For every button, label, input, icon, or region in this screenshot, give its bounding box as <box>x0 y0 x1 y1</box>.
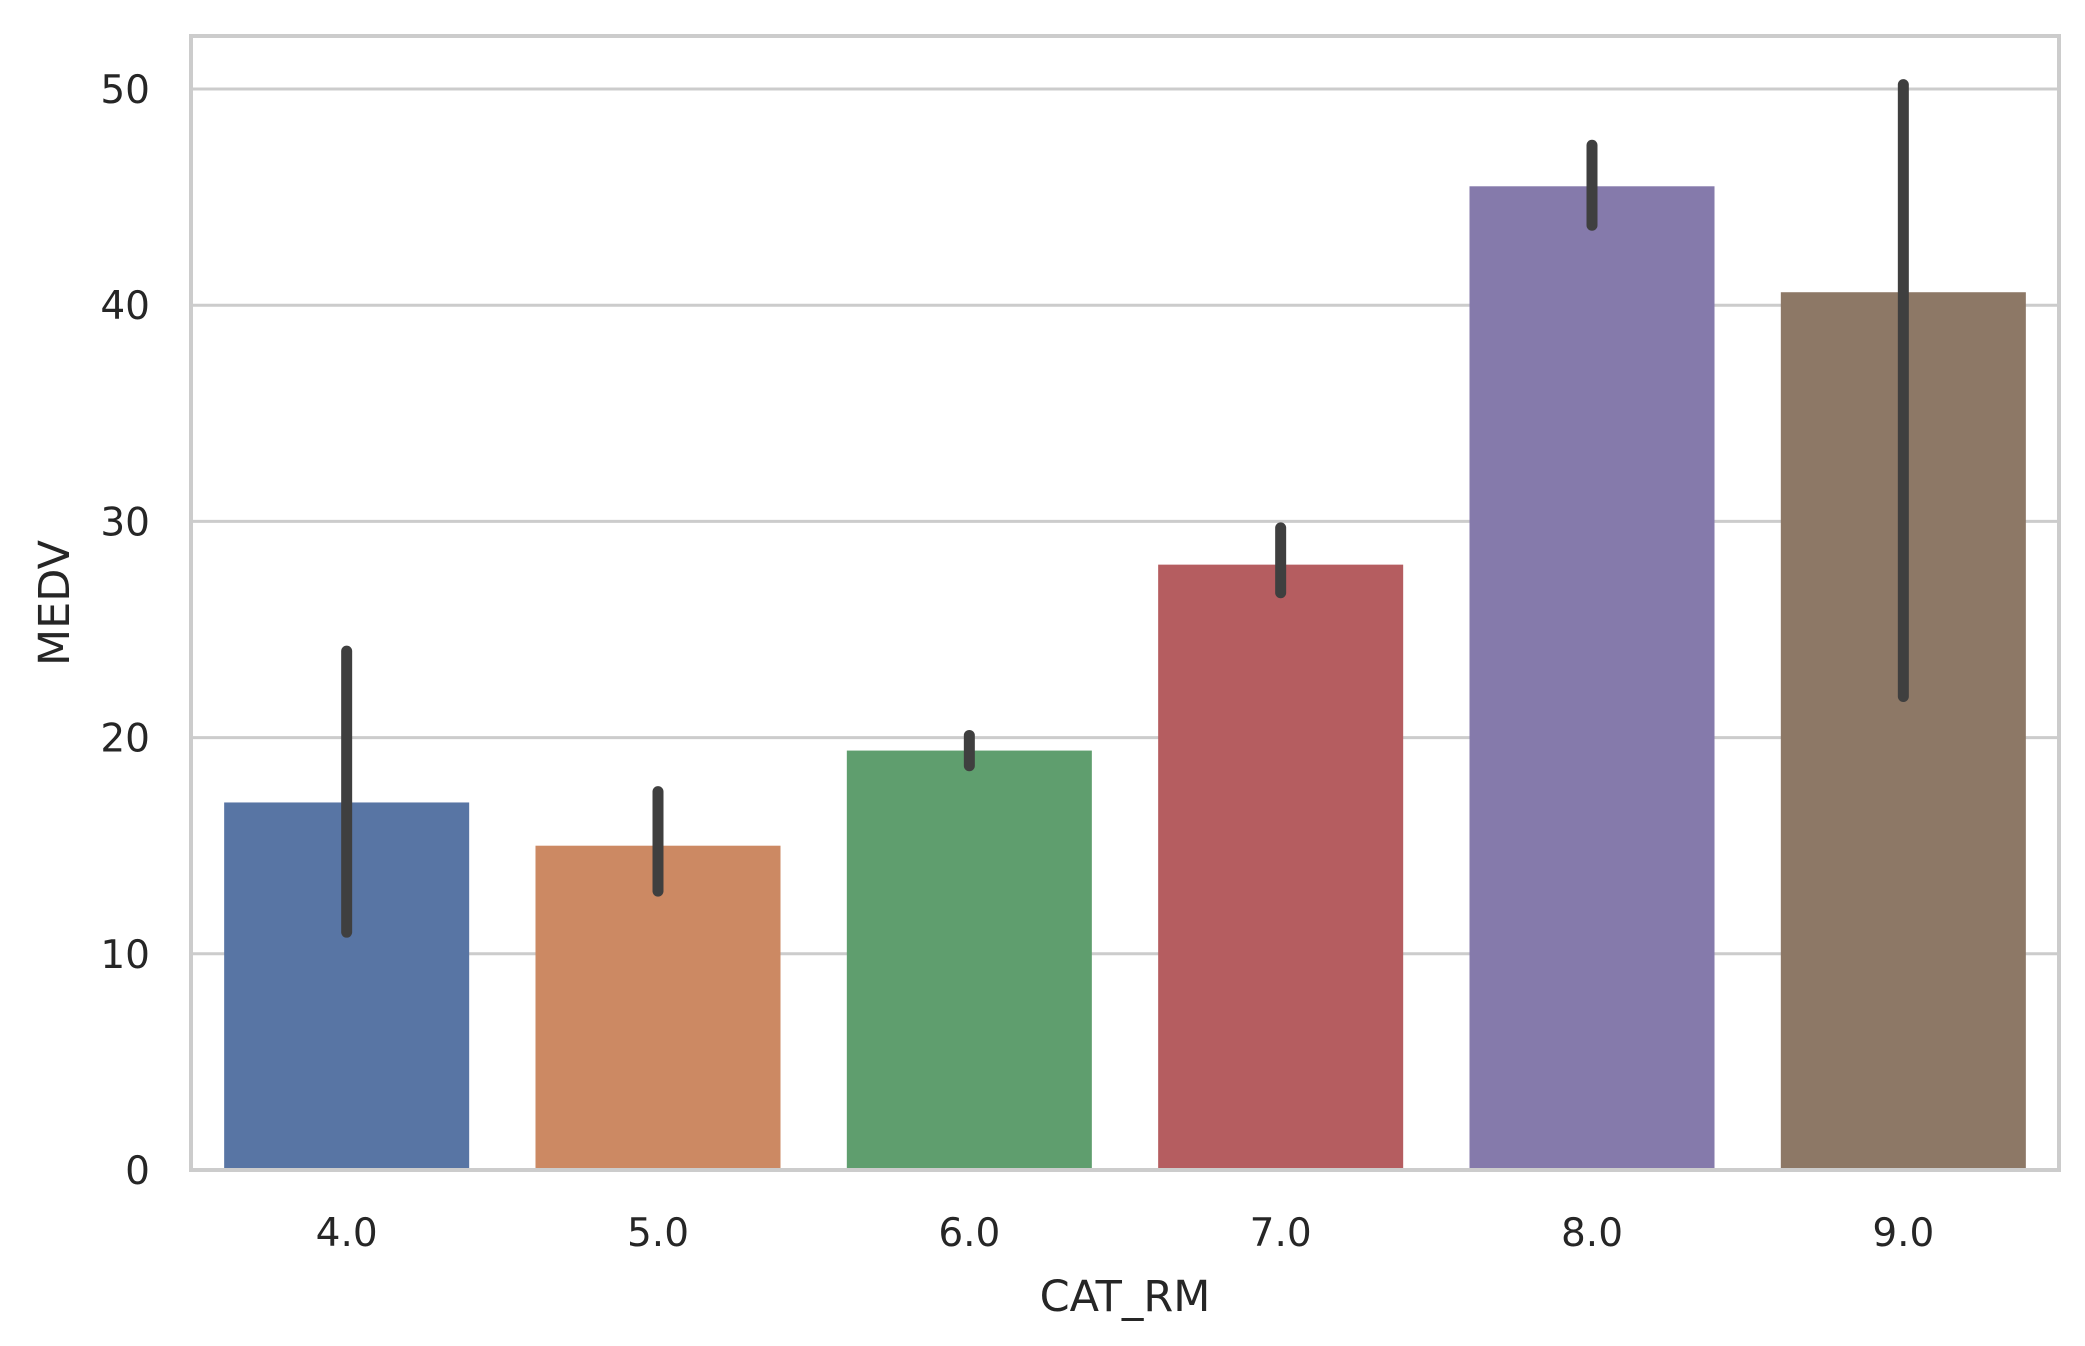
plot-frame <box>189 34 2061 1172</box>
bar-6.0 <box>846 750 1092 1170</box>
x-tick-labels: 4.0 5.0 6.0 7.0 8.0 9.0 <box>316 1211 1935 1256</box>
y-tick-label: 50 <box>100 68 150 113</box>
y-tick-label: 10 <box>100 933 150 978</box>
x-axis-label: CAT_RM <box>1040 1272 1211 1322</box>
y-axis-label: MEDV <box>30 539 80 666</box>
bar-7.0 <box>1158 564 1404 1170</box>
x-tick-label: 7.0 <box>1250 1211 1312 1256</box>
gridlines <box>191 87 2059 1172</box>
bar-8.0 <box>1469 186 1715 1171</box>
y-tick-labels: 0 10 20 30 40 50 <box>100 68 150 1194</box>
bars <box>224 186 2026 1171</box>
bar-5.0 <box>535 845 781 1170</box>
error-bars <box>341 79 1909 938</box>
x-tick-label: 9.0 <box>1872 1211 1934 1256</box>
x-tick-label: 6.0 <box>938 1211 1000 1256</box>
y-tick-label: 40 <box>100 284 150 329</box>
y-tick-label: 30 <box>100 500 150 545</box>
y-tick-label: 20 <box>100 717 150 762</box>
x-tick-label: 5.0 <box>627 1211 689 1256</box>
x-tick-label: 4.0 <box>316 1211 378 1256</box>
x-tick-label: 8.0 <box>1561 1211 1623 1256</box>
y-tick-label: 0 <box>125 1149 150 1194</box>
